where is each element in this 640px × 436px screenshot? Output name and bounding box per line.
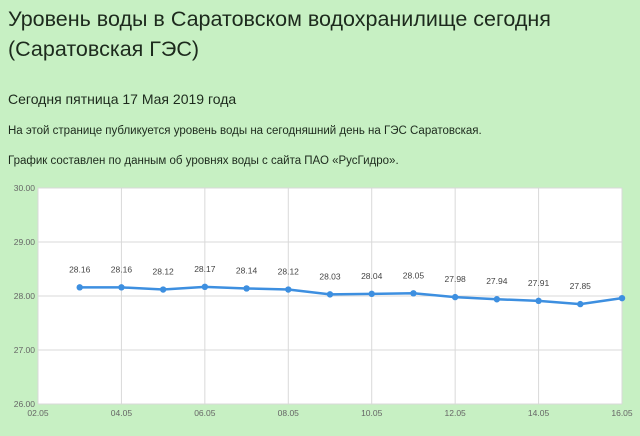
data-point (285, 286, 292, 293)
data-label: 27.94 (486, 276, 508, 286)
x-tick-label: 06.05 (194, 408, 216, 418)
data-label: 28.14 (236, 265, 258, 275)
series-line (79, 285, 623, 306)
data-point (410, 290, 417, 297)
data-label: 28.04 (361, 271, 383, 281)
data-point (577, 300, 584, 308)
data-label: 27.98 (445, 274, 467, 284)
data-label: 28.12 (278, 267, 300, 277)
y-tick-label: 28.00 (14, 291, 36, 301)
data-point (76, 284, 83, 291)
x-tick-label: 08.05 (278, 408, 300, 418)
x-tick-label: 14.05 (528, 408, 550, 418)
data-point (451, 293, 459, 301)
x-tick-label: 02.05 (27, 408, 49, 418)
x-tick-label: 12.05 (445, 408, 467, 418)
data-label: 27.85 (570, 281, 592, 291)
data-point (535, 297, 542, 305)
data-point (618, 294, 626, 302)
y-tick-label: 29.00 (14, 237, 36, 247)
data-point (368, 290, 375, 298)
source-note: График составлен по данным об уровнях во… (8, 155, 399, 167)
data-point (159, 286, 167, 293)
data-label: 28.03 (319, 271, 341, 281)
data-label: 28.16 (111, 264, 133, 274)
water-level-chart: 26.00 27.00 28.00 29.00 30.00 02.05 04.05 06.05… (0, 178, 640, 431)
date-line: Сегодня пятница 17 Мая 2019 года (8, 91, 237, 107)
data-point (243, 285, 250, 292)
data-label: 28.17 (194, 264, 216, 274)
data-point (201, 283, 209, 291)
y-tick-label: 27.00 (14, 345, 36, 355)
page-title: Уровень воды в Саратовском водохранилище… (8, 7, 551, 61)
y-tick-label: 26.00 (14, 399, 36, 409)
data-point (118, 284, 125, 291)
data-label: 27.91 (528, 278, 550, 288)
x-tick-label: 10.05 (361, 408, 383, 418)
data-point (493, 296, 501, 303)
x-tick-label: 16.05 (611, 408, 633, 418)
x-tick-label: 04.05 (111, 408, 133, 418)
intro-text: На этой странице публикуется уровень вод… (8, 125, 482, 137)
data-label: 28.12 (153, 267, 175, 277)
data-label: 28.16 (69, 264, 91, 274)
data-label: 28.05 (403, 270, 425, 280)
data-point (326, 291, 334, 298)
y-tick-label: 30.00 (14, 183, 36, 193)
chart-svg: 26.00 27.00 28.00 29.00 30.00 02.05 04.05 06.05… (14, 183, 633, 418)
